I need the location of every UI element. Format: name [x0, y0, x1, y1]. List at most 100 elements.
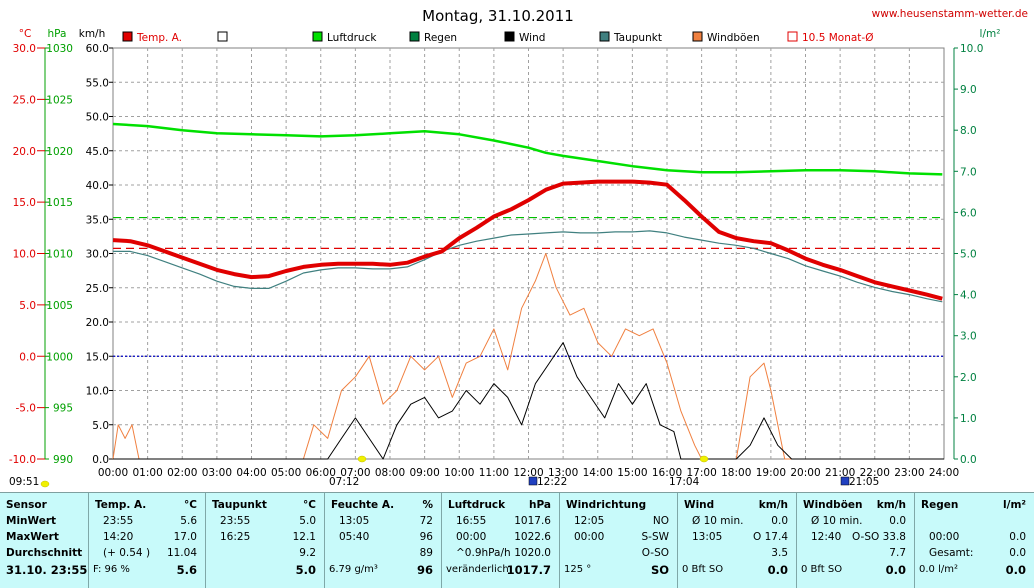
cell-detail: 13:05 — [339, 515, 370, 527]
x-tick-label: 14:00 — [583, 467, 613, 479]
cell-value: 72 — [419, 515, 433, 527]
rain-unit-label: l/m² — [980, 28, 1001, 40]
cell-detail: 0.0 l/m² — [919, 564, 958, 575]
pressure-tick-label: 990 — [53, 454, 73, 466]
legend-swatch — [312, 31, 323, 42]
column-unit: km/h — [876, 499, 906, 511]
table-column: Taupunkt °C 23:55 5.0 16:25 12.1 9.2 5.0 — [205, 493, 324, 588]
table-column: Luftdruck hPa 16:55 1017.6 00:00 1022.6 ^0.9hP… — [441, 493, 559, 588]
x-tick-label: 13:00 — [548, 467, 578, 479]
x-tick-label: 09:00 — [409, 467, 439, 479]
x-tick-label: 07:00 — [340, 467, 370, 479]
column-unit: l/m² — [1003, 499, 1026, 511]
wind-tick-label: 25.0 — [86, 283, 109, 295]
cell-value: 96 — [419, 531, 433, 543]
cell-value: 5.0 — [299, 515, 316, 527]
cell-value: NO — [652, 515, 669, 527]
legend-swatch — [122, 31, 133, 42]
rain-tick-label: 7.0 — [960, 166, 977, 178]
cell-detail: 16:25 — [220, 531, 251, 543]
chart-axes: 00:00 01:00 02:00 03:00 04:00 05:00 06:00 07:00… — [9, 43, 984, 479]
rain-tick-label: 0.0 — [960, 454, 977, 466]
cell-value: O 17.4 — [753, 531, 788, 543]
marker-label: 09:51 — [9, 476, 39, 488]
legend-swatch — [409, 31, 420, 42]
website-link[interactable]: www.heusenstamm-wetter.de — [872, 8, 1028, 20]
pressure-tick-label: 1025 — [46, 94, 73, 106]
series-line-luftdruck — [112, 122, 943, 176]
column-unit: km/h — [758, 499, 788, 511]
table-column: Windrichtung 12:05 NO 00:00 S-SW O-SO 125 ° SO — [559, 493, 677, 588]
temp-tick-label: 10.0 — [13, 249, 36, 261]
column-header: Taupunkt — [212, 499, 267, 511]
cell-value: 5.6 — [180, 515, 197, 527]
cell-value: 1020.0 — [514, 547, 551, 559]
cell-detail: 14:20 — [103, 531, 134, 543]
rain-tick-label: 2.0 — [960, 372, 977, 384]
wind-tick-label: 40.0 — [86, 180, 109, 192]
temp-tick-label: -10.0 — [9, 454, 36, 466]
cell-value: 0.0 — [1009, 547, 1026, 559]
temp-unit-label: °C — [19, 28, 32, 40]
temp-tick-label: 15.0 — [13, 197, 36, 209]
x-tick-label: 21:00 — [825, 467, 855, 479]
series-line-taupunkt — [113, 230, 943, 303]
x-tick-label: 11:00 — [479, 467, 509, 479]
x-tick-label: 24:00 — [929, 467, 959, 479]
rain-tick-label: 3.0 — [960, 331, 977, 343]
wind-tick-label: 15.0 — [86, 351, 109, 363]
chart-title: Montag, 31.10.2011 — [422, 7, 574, 25]
pressure-tick-label: 1010 — [46, 249, 73, 261]
legend-swatch — [787, 31, 798, 42]
sun-icon — [357, 455, 367, 463]
cell-value: 5.6 — [176, 563, 197, 577]
row-label-current: 31.10. 23:55 — [6, 563, 88, 577]
x-tick-label: 05:00 — [271, 467, 301, 479]
cell-value: 0.0 — [1005, 563, 1026, 577]
marker-label: 12:22 — [537, 476, 567, 488]
cell-value: 0.0 — [771, 515, 788, 527]
temp-tick-label: 25.0 — [13, 94, 36, 106]
series-line-temp-a — [112, 179, 943, 301]
x-tick-label: 19:00 — [756, 467, 786, 479]
x-tick-label: 08:00 — [375, 467, 405, 479]
row-label-min: MinWert — [6, 515, 57, 527]
pressure-tick-label: 1015 — [46, 197, 73, 209]
cell-detail: 23:55 — [220, 515, 251, 527]
column-header: Temp. A. — [95, 499, 147, 511]
temp-tick-label: 20.0 — [13, 146, 36, 158]
sensor-summary-table: Sensor MinWert MaxWert Durchschnitt 31.1… — [0, 492, 1034, 588]
row-label-max: MaxWert — [6, 531, 59, 543]
cell-detail: 0 Bft SO — [801, 564, 843, 575]
cell-value: 96 — [416, 563, 433, 577]
cell-detail: 12:40 — [811, 531, 842, 543]
cell-detail: veränderlich — [446, 564, 509, 575]
cell-value: 7.7 — [889, 547, 906, 559]
pressure-tick-label: 1000 — [46, 351, 73, 363]
rain-tick-label: 9.0 — [960, 84, 977, 96]
cell-value: O-SO — [641, 547, 669, 559]
x-tick-label: 10:00 — [444, 467, 474, 479]
cell-value: 9.2 — [299, 547, 316, 559]
cell-value: 0.0 — [767, 563, 788, 577]
wind-tick-label: 0.0 — [92, 454, 109, 466]
chart-legend: Temp. A. Luftdruck Regen Wind Taupunkt Windbö… — [122, 31, 873, 44]
cell-value: 12.1 — [292, 531, 316, 543]
x-tick-label: 06:00 — [306, 467, 336, 479]
x-tick-label: 03:00 — [202, 467, 232, 479]
wind-tick-label: 10.0 — [86, 386, 109, 398]
wind-tick-label: 45.0 — [86, 146, 109, 158]
cell-detail: F: 96 % — [93, 564, 130, 575]
x-tick-label: 18:00 — [721, 467, 751, 479]
rain-tick-label: 5.0 — [960, 249, 977, 261]
sun-icon — [40, 480, 50, 488]
cell-detail: 12:05 — [574, 515, 605, 527]
temp-tick-label: 30.0 — [13, 43, 36, 55]
cell-detail: 13:05 — [692, 531, 723, 543]
wind-unit-label: km/h — [79, 28, 106, 40]
x-tick-label: 16:00 — [652, 467, 682, 479]
column-header: Regen — [921, 499, 959, 511]
x-tick-label: 15:00 — [617, 467, 647, 479]
legend-swatch — [599, 31, 610, 42]
wind-tick-label: 55.0 — [86, 77, 109, 89]
